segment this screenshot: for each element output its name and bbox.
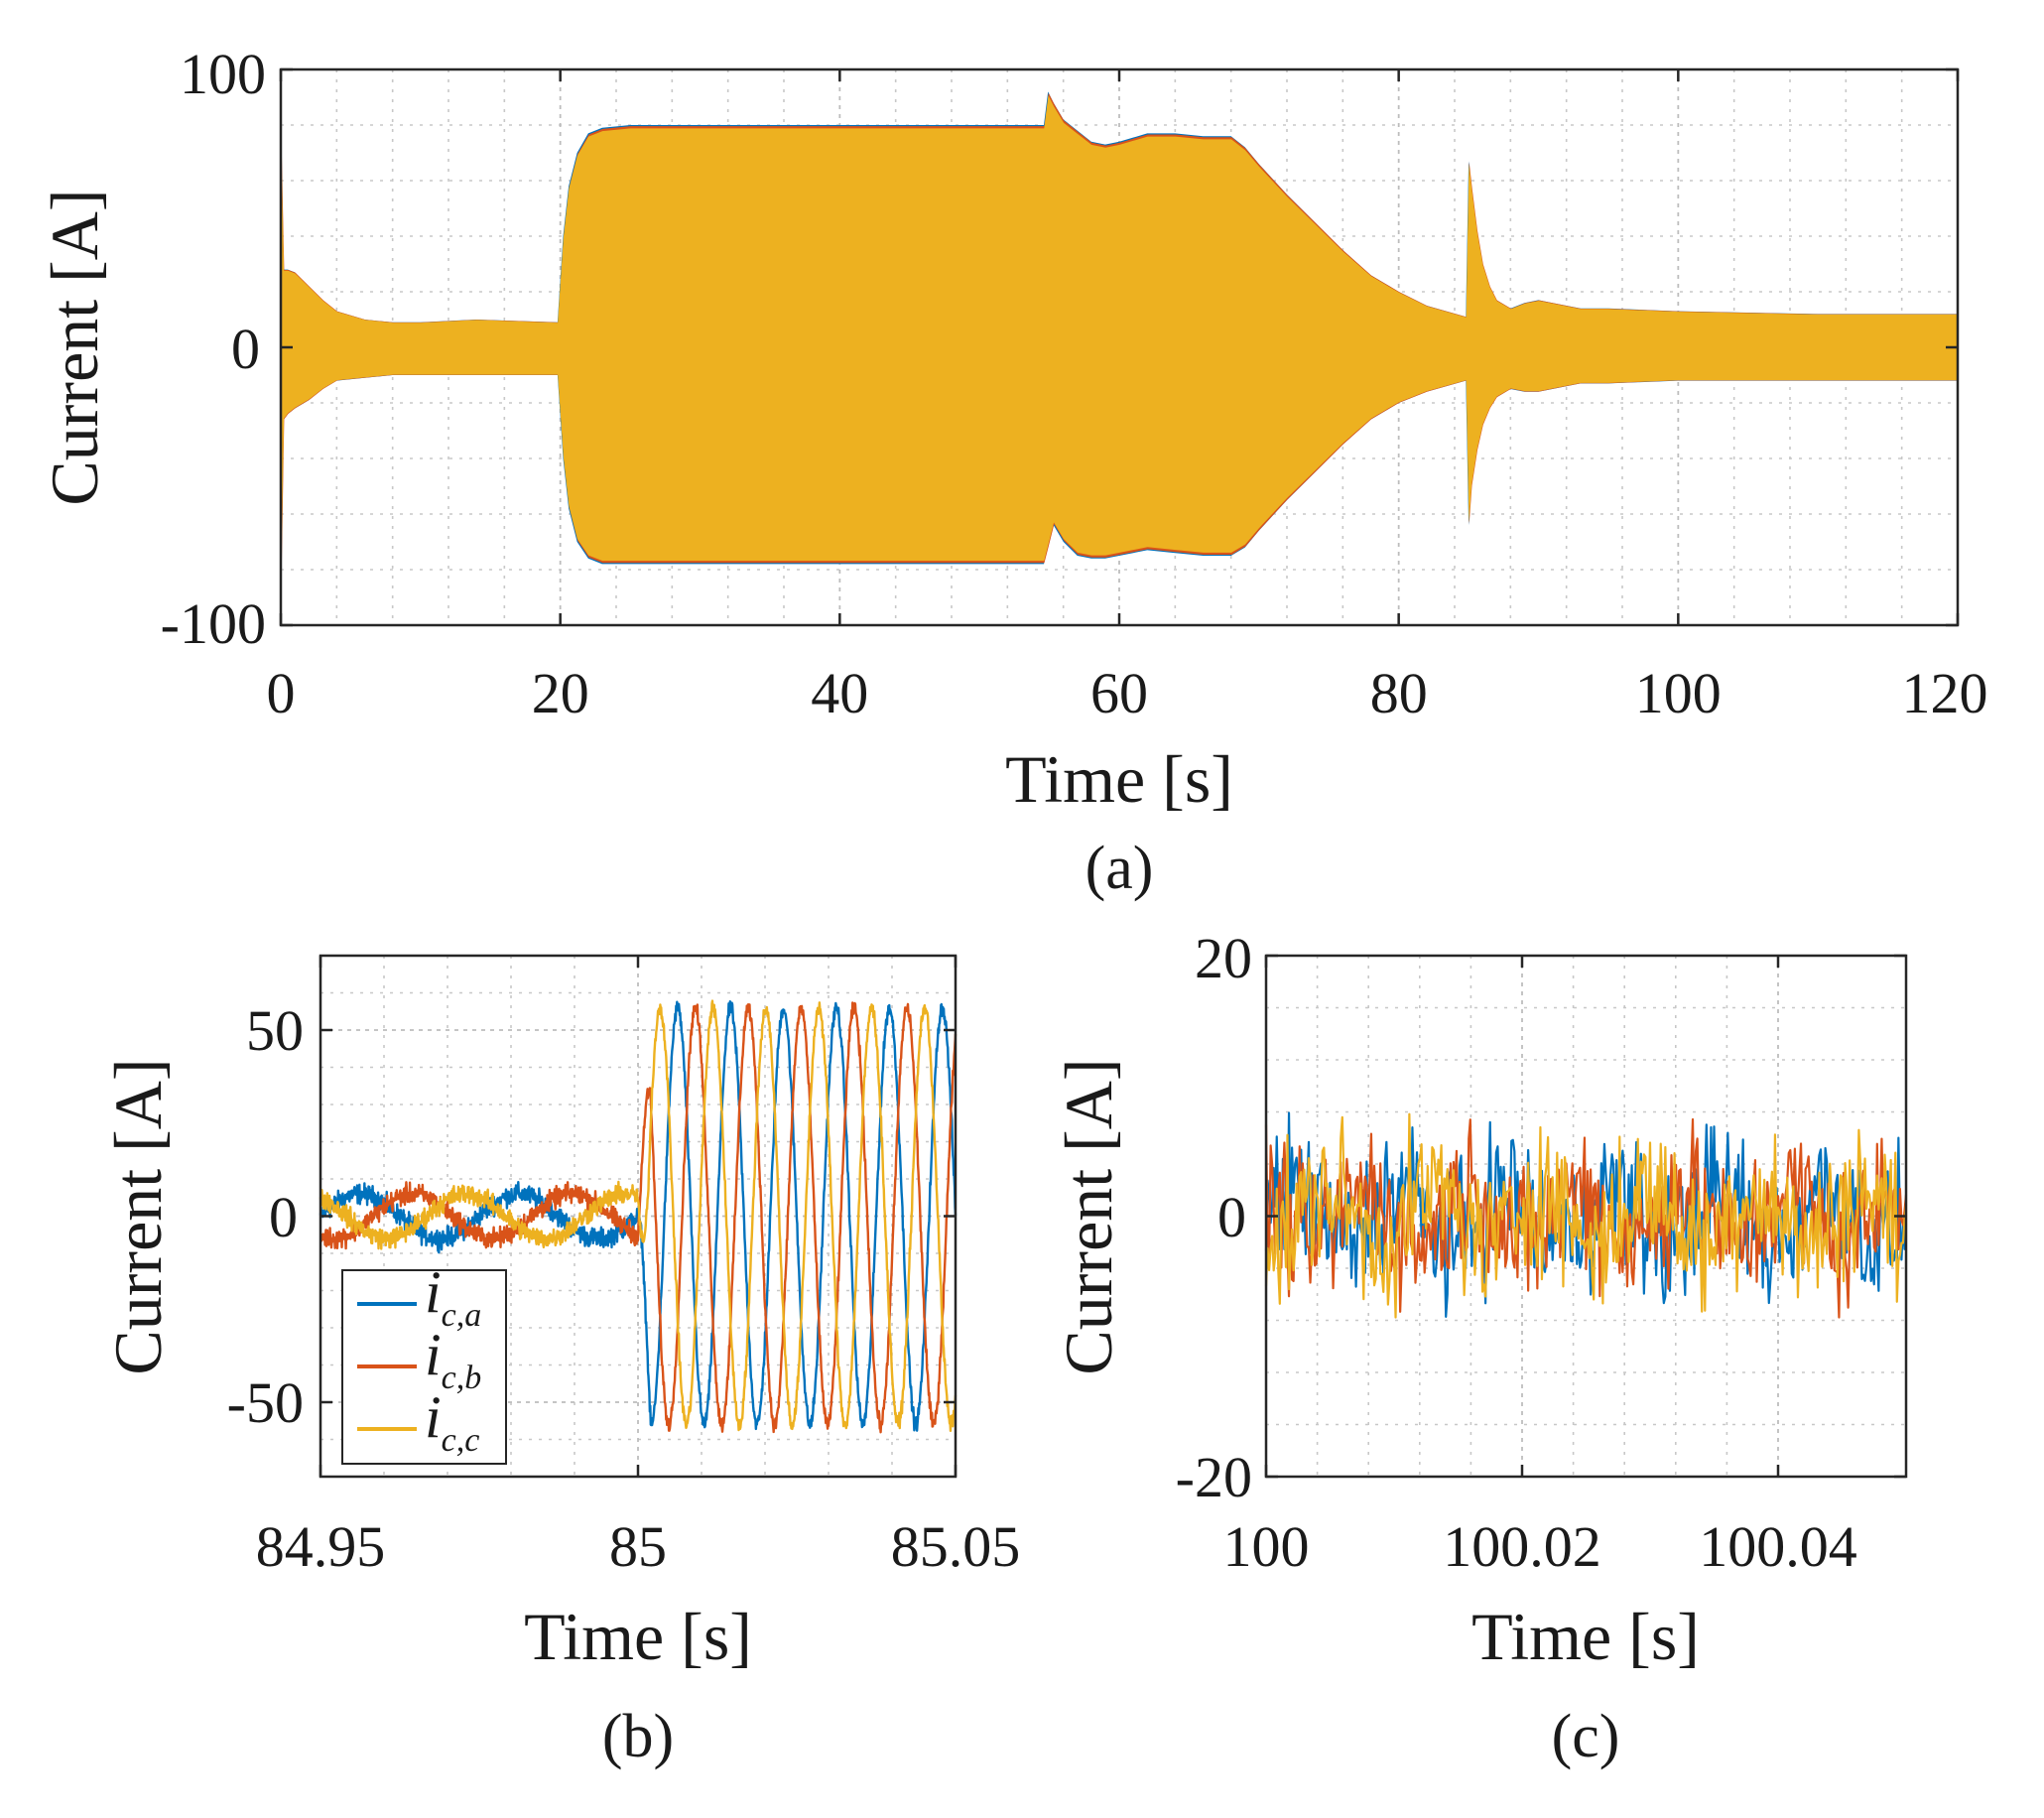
panel-a-xtick-label: 120 xyxy=(1902,661,1988,725)
series-icc-line xyxy=(1264,1112,1908,1319)
panel-a-xtick-label: 100 xyxy=(1635,661,1722,725)
panel-b-tick-marks xyxy=(319,956,958,1477)
legend-sub-icb: c,b xyxy=(442,1360,482,1396)
panel-c-caption: (c) xyxy=(1552,1703,1620,1770)
panel-b-xlabel: Time [s] xyxy=(524,1599,752,1674)
legend-label-icb: ic,b xyxy=(425,1322,481,1396)
panel-b-caption: (b) xyxy=(602,1703,674,1770)
panel-a-xtick-label: 60 xyxy=(1090,661,1148,725)
panel-b-xtick-label: 85 xyxy=(609,1514,667,1579)
panel-b-ytick-label: 0 xyxy=(269,1185,298,1249)
series-icb-line xyxy=(319,1001,958,1434)
panel-a-ylabel: Current [A] xyxy=(37,189,112,505)
panel-a-series xyxy=(281,91,1959,586)
panel-c-xtick-label: 100.04 xyxy=(1699,1514,1857,1579)
panel-b-legend: ic,a ic,b ic,c xyxy=(341,1259,507,1465)
panel-a-current-overview: 0 20 40 60 80 100 120 -100 0 100 Time [s… xyxy=(37,42,1988,902)
panel-b-series xyxy=(319,999,958,1434)
panel-a-xtick-label: 0 xyxy=(267,661,296,725)
panel-a-ytick-label: -100 xyxy=(161,591,266,656)
panel-b-ylabel: Current [A] xyxy=(100,1058,176,1374)
panel-a-ytick-label: 0 xyxy=(231,317,260,381)
panel-a-xlabel: Time [s] xyxy=(1005,741,1233,817)
panel-c-xtick-label: 100.02 xyxy=(1443,1514,1601,1579)
panel-a-ytick-label: 100 xyxy=(180,42,266,106)
legend-base-ica: i xyxy=(425,1259,442,1325)
panel-a-caption: (a) xyxy=(1086,835,1154,902)
legend-label-icc: ic,c xyxy=(425,1384,479,1459)
panel-a-xtick-label: 80 xyxy=(1370,661,1428,725)
panel-b-xtick-label: 84.95 xyxy=(256,1514,386,1579)
series-icc-line xyxy=(319,999,958,1433)
series-icb-line xyxy=(1264,1117,1908,1319)
panel-c-ytick-label: -20 xyxy=(1176,1445,1252,1509)
panel-c-ytick-label: 0 xyxy=(1217,1185,1246,1249)
legend-label-ica: ic,a xyxy=(425,1259,481,1334)
panel-a-tick-marks xyxy=(279,67,1960,627)
legend-sub-icc: c,c xyxy=(442,1422,480,1459)
panel-c-ytick-label: 20 xyxy=(1195,926,1252,990)
panel-c-xtick-label: 100 xyxy=(1223,1514,1310,1579)
legend-sub-ica: c,a xyxy=(442,1297,482,1334)
panel-c-steady-zoom: 100 100.02 100.04 -20 0 20 Time [s] Curr… xyxy=(1051,926,1908,1770)
panel-b-step-zoom: ic,a ic,b ic,c 84.95 85 85.05 -50 0 50 T… xyxy=(100,954,1021,1770)
panel-a-xtick-label: 40 xyxy=(811,661,868,725)
legend-base-icb: i xyxy=(425,1322,442,1387)
legend-base-icc: i xyxy=(425,1384,442,1450)
panel-c-series xyxy=(1264,1111,1908,1319)
panel-b-ytick-label: -50 xyxy=(227,1370,304,1435)
panel-c-xlabel: Time [s] xyxy=(1471,1599,1700,1674)
panel-b-xtick-label: 85.05 xyxy=(891,1514,1021,1579)
panel-a-xtick-label: 20 xyxy=(532,661,589,725)
panel-c-tick-marks xyxy=(1264,954,1906,1479)
series-icc-envelope xyxy=(281,95,1959,584)
panel-b-ytick-label: 50 xyxy=(246,998,304,1063)
panel-c-ylabel: Current [A] xyxy=(1051,1058,1126,1374)
